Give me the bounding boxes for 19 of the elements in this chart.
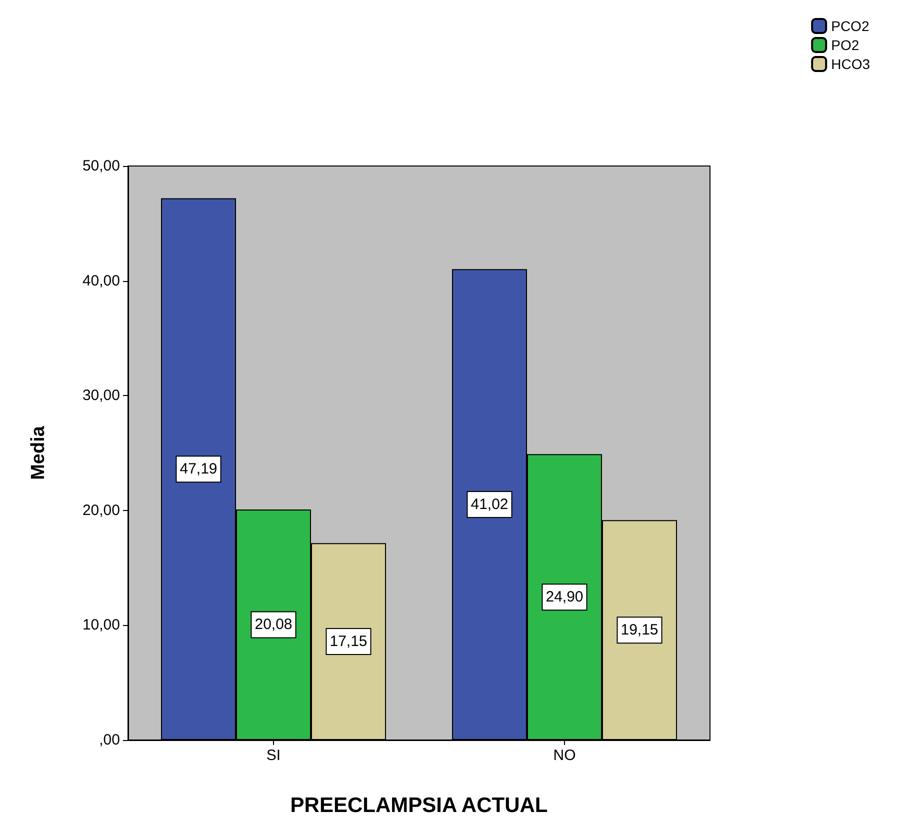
y-tick-label: 30,00 [82, 387, 120, 404]
data-label: 24,90 [546, 588, 584, 606]
data-label: 41,02 [470, 496, 508, 514]
data-label: 47,19 [180, 460, 218, 478]
x-tick-label: NO [553, 747, 576, 764]
y-axis-title: Media [28, 426, 49, 480]
legend-label: PCO2 [831, 18, 870, 34]
data-label: 17,15 [330, 633, 368, 650]
y-tick-label: ,00 [99, 732, 120, 748]
x-axis-title: PREECLAMPSIA ACTUAL [290, 794, 548, 817]
y-tick-label: 10,00 [82, 616, 120, 634]
y-tick-label: 50,00 [82, 158, 120, 174]
legend-label: PO2 [831, 37, 860, 53]
legend-label: HCO3 [831, 56, 870, 72]
data-label: 20,08 [254, 616, 292, 634]
y-tick-label: 40,00 [82, 272, 120, 290]
y-tick-label: 20,00 [82, 502, 120, 519]
x-tick-label: SI [266, 747, 281, 764]
data-label: 19,15 [620, 622, 658, 639]
